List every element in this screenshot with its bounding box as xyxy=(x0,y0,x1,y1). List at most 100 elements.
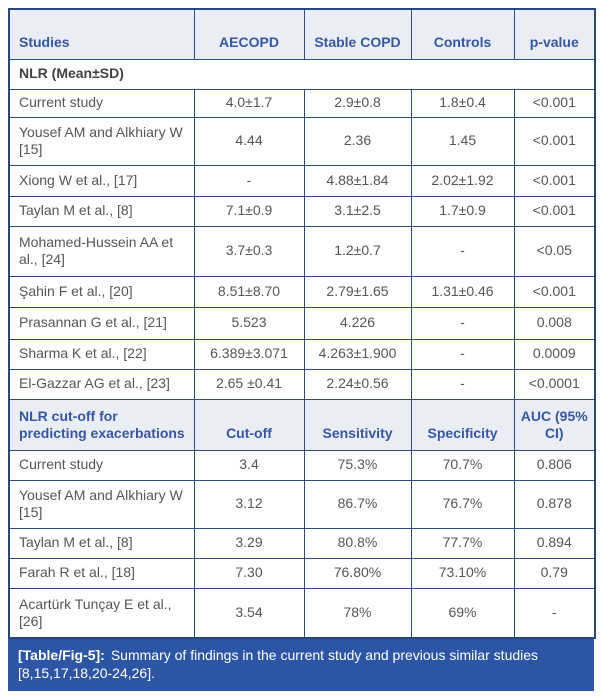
value-cell: 5.523 xyxy=(193,306,305,340)
col-header-cutoff: Cut-off xyxy=(193,398,305,451)
table-row: Yousef AM and Alkhiary W [15] 4.44 2.36 … xyxy=(8,116,596,166)
caption-text: Summary of findings in the current study… xyxy=(18,647,539,682)
value-cell: 73.10% xyxy=(410,557,515,589)
value-cell: 4.226 xyxy=(303,306,412,340)
caption-label: [Table/Fig-5]: xyxy=(18,647,105,663)
value-cell: 3.29 xyxy=(193,527,305,559)
table-row: Current study 4.0±1.7 2.9±0.8 1.8±0.4 <0… xyxy=(8,88,596,118)
header-row-cutoff: NLR cut-off for predicting exacerbations… xyxy=(8,398,596,451)
value-cell: <0.001 xyxy=(513,195,596,227)
value-cell: 1.31±0.46 xyxy=(410,275,515,308)
value-cell: 76.80% xyxy=(303,557,412,589)
col-header-studies: Studies xyxy=(8,8,195,60)
value-cell: 3.54 xyxy=(193,587,305,639)
table-row: Farah R et al., [18] 7.30 76.80% 73.10% … xyxy=(8,557,596,589)
value-cell: 4.88±1.84 xyxy=(303,164,412,197)
value-cell: <0.001 xyxy=(513,88,596,118)
header-row-nlr: Studies AECOPD Stable COPD Controls p-va… xyxy=(8,8,596,60)
study-name-cell: El-Gazzar AG et al., [23] xyxy=(8,368,195,400)
col-header-controls: Controls xyxy=(410,8,515,60)
table-row: Şahin F et al., [20] 8.51±8.70 2.79±1.65… xyxy=(8,275,596,308)
col-header-cutoff-studies: NLR cut-off for predicting exacerbations xyxy=(8,398,195,451)
table-caption: [Table/Fig-5]: Summary of findings in the… xyxy=(8,639,594,692)
table-row: El-Gazzar AG et al., [23] 2.65 ±0.41 2.2… xyxy=(8,368,596,400)
study-name-cell: Mohamed-Hussein AA et al., [24] xyxy=(8,225,195,277)
value-cell: 3.12 xyxy=(193,479,305,529)
table-row: Acartürk Tunçay E et al., [26] 3.54 78% … xyxy=(8,587,596,639)
value-cell: - xyxy=(513,587,596,639)
value-cell: 0.008 xyxy=(513,306,596,340)
study-name-cell: Current study xyxy=(8,449,195,481)
value-cell: 1.45 xyxy=(410,116,515,166)
value-cell: 2.24±0.56 xyxy=(303,368,412,400)
value-cell: 1.7±0.9 xyxy=(410,195,515,227)
study-name-cell: Yousef AM and Alkhiary W [15] xyxy=(8,479,195,529)
col-header-sensitivity: Sensitivity xyxy=(303,398,412,451)
value-cell: 2.9±0.8 xyxy=(303,88,412,118)
value-cell: 77.7% xyxy=(410,527,515,559)
value-cell: 7.30 xyxy=(193,557,305,589)
table-row: Xiong W et al., [17] - 4.88±1.84 2.02±1.… xyxy=(8,164,596,197)
col-header-p-value: p-value xyxy=(513,8,596,60)
col-header-auc: AUC (95% CI) xyxy=(513,398,596,451)
value-cell: 69% xyxy=(410,587,515,639)
section-title-text: NLR (Mean±SD) xyxy=(8,58,596,90)
value-cell: 8.51±8.70 xyxy=(193,275,305,308)
section-header-nlr: NLR (Mean±SD) xyxy=(8,58,596,90)
value-cell: - xyxy=(410,225,515,277)
value-cell: 86.7% xyxy=(303,479,412,529)
value-cell: 0.894 xyxy=(513,527,596,559)
study-name-cell: Farah R et al., [18] xyxy=(8,557,195,589)
col-header-aecopd: AECOPD xyxy=(193,8,305,60)
value-cell: 2.36 xyxy=(303,116,412,166)
study-name-cell: Sharma K et al., [22] xyxy=(8,338,195,370)
study-name-cell: Şahin F et al., [20] xyxy=(8,275,195,308)
value-cell: 6.389±3.071 xyxy=(193,338,305,370)
value-cell: <0.05 xyxy=(513,225,596,277)
value-cell: 4.0±1.7 xyxy=(193,88,305,118)
study-name-cell: Taylan M et al., [8] xyxy=(8,527,195,559)
value-cell: - xyxy=(410,368,515,400)
study-name-cell: Prasannan G et al., [21] xyxy=(8,306,195,340)
col-header-stable-copd: Stable COPD xyxy=(303,8,412,60)
value-cell: 3.7±0.3 xyxy=(193,225,305,277)
col-header-specificity: Specificity xyxy=(410,398,515,451)
table-row: Taylan M et al., [8] 7.1±0.9 3.1±2.5 1.7… xyxy=(8,195,596,227)
table-row: Mohamed-Hussein AA et al., [24] 3.7±0.3 … xyxy=(8,225,596,277)
table-row: Sharma K et al., [22] 6.389±3.071 4.263±… xyxy=(8,338,596,370)
value-cell: - xyxy=(410,306,515,340)
value-cell: 80.8% xyxy=(303,527,412,559)
value-cell: 70.7% xyxy=(410,449,515,481)
value-cell: 0.878 xyxy=(513,479,596,529)
value-cell: 3.1±2.5 xyxy=(303,195,412,227)
table-row: Yousef AM and Alkhiary W [15] 3.12 86.7%… xyxy=(8,479,596,529)
value-cell: <0.001 xyxy=(513,164,596,197)
summary-table: Studies AECOPD Stable COPD Controls p-va… xyxy=(8,8,596,639)
value-cell: 1.8±0.4 xyxy=(410,88,515,118)
value-cell: <0.001 xyxy=(513,275,596,308)
table-row: Prasannan G et al., [21] 5.523 4.226 - 0… xyxy=(8,306,596,340)
study-name-cell: Acartürk Tunçay E et al., [26] xyxy=(8,587,195,639)
value-cell: 2.02±1.92 xyxy=(410,164,515,197)
value-cell: 0.79 xyxy=(513,557,596,589)
value-cell: <0.001 xyxy=(513,116,596,166)
table-row: Taylan M et al., [8] 3.29 80.8% 77.7% 0.… xyxy=(8,527,596,559)
value-cell: 0.806 xyxy=(513,449,596,481)
study-name-cell: Taylan M et al., [8] xyxy=(8,195,195,227)
value-cell: 3.4 xyxy=(193,449,305,481)
study-name-cell: Yousef AM and Alkhiary W [15] xyxy=(8,116,195,166)
value-cell: 75.3% xyxy=(303,449,412,481)
value-cell: 4.263±1.900 xyxy=(303,338,412,370)
value-cell: 2.79±1.65 xyxy=(303,275,412,308)
table-row: Current study 3.4 75.3% 70.7% 0.806 xyxy=(8,449,596,481)
value-cell: - xyxy=(410,338,515,370)
study-name-cell: Xiong W et al., [17] xyxy=(8,164,195,197)
value-cell: 76.7% xyxy=(410,479,515,529)
value-cell: - xyxy=(193,164,305,197)
value-cell: 2.65 ±0.41 xyxy=(193,368,305,400)
value-cell: 7.1±0.9 xyxy=(193,195,305,227)
value-cell: 78% xyxy=(303,587,412,639)
value-cell: 4.44 xyxy=(193,116,305,166)
table-figure: Studies AECOPD Stable COPD Controls p-va… xyxy=(8,8,596,692)
study-name-cell: Current study xyxy=(8,88,195,118)
